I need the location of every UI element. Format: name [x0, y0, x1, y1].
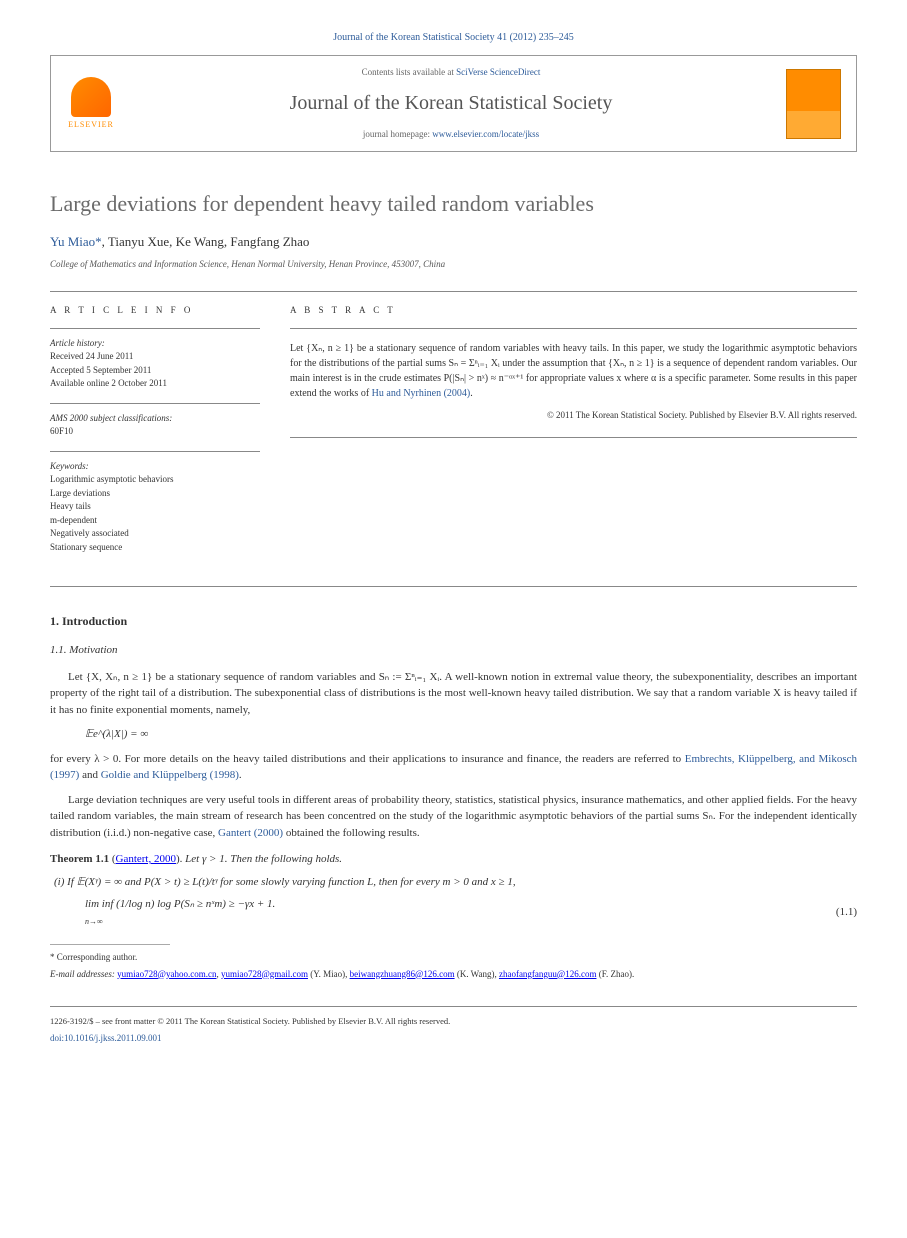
theorem-paren-close: ). [176, 853, 185, 865]
corresponding-text: Corresponding author. [57, 952, 138, 962]
para-2-end: . [239, 769, 242, 781]
ams-block: AMS 2000 subject classifications: 60F10 [50, 403, 260, 439]
abstract-period: . [470, 388, 473, 399]
elsevier-logo[interactable]: ELSEVIER [66, 74, 116, 134]
info-abstract-row: A R T I C L E I N F O Article history: R… [50, 304, 857, 566]
doi-label: doi: [50, 1033, 64, 1043]
abstract-label: A B S T R A C T [290, 304, 857, 318]
keyword-1: Logarithmic asymptotic behaviors [50, 473, 260, 487]
email-1[interactable]: yumiao728@yahoo.com.cn [117, 969, 216, 979]
homepage-link[interactable]: www.elsevier.com/locate/jkss [432, 129, 539, 139]
name-3: (F. Zhao). [596, 969, 634, 979]
online: Available online 2 October 2011 [50, 377, 260, 391]
citation-header: Journal of the Korean Statistical Societ… [50, 30, 857, 45]
section-intro: 1. Introduction [50, 612, 857, 630]
equation-1-1: lim inf (1/log n) log P(Sₙ ≥ nˣm) ≥ −γx … [85, 896, 857, 929]
elsevier-label: ELSEVIER [68, 119, 114, 131]
theorem-cite-link[interactable]: Gantert, 2000 [116, 853, 176, 865]
keyword-4: m-dependent [50, 514, 260, 528]
ref-goldie[interactable]: Goldie and Klüppelberg (1998) [101, 769, 239, 781]
email-4[interactable]: zhaofangfanguu@126.com [499, 969, 597, 979]
abstract-divider-bottom [290, 437, 857, 438]
homepage-line: journal homepage: www.elsevier.com/locat… [131, 128, 771, 142]
elsevier-tree-icon [71, 77, 111, 117]
authors-rest: , Tianyu Xue, Ke Wang, Fangfang Zhao [102, 234, 310, 249]
ams-label: AMS 2000 subject classifications: [50, 412, 260, 426]
journal-cover-thumb[interactable] [786, 69, 841, 139]
history-block: Article history: Received 24 June 2011 A… [50, 328, 260, 391]
keywords-label: Keywords: [50, 460, 260, 474]
email-2[interactable]: yumiao728@gmail.com [221, 969, 308, 979]
contents-prefix: Contents lists available at [362, 67, 456, 77]
received: Received 24 June 2011 [50, 350, 260, 364]
abstract-copyright: © 2011 The Korean Statistical Society. P… [290, 409, 857, 423]
ref-gantert[interactable]: Gantert (2000) [218, 827, 283, 839]
para-3: Large deviation techniques are very usef… [50, 792, 857, 842]
name-1: (Y. Miao), [308, 969, 350, 979]
keywords-block: Keywords: Logarithmic asymptotic behavio… [50, 451, 260, 555]
theorem-label: Theorem 1.1 [50, 853, 109, 865]
footer: 1226-3192/$ – see front matter © 2011 Th… [50, 1006, 857, 1045]
abstract-col: A B S T R A C T Let {Xₙ, n ≥ 1} be a sta… [290, 304, 857, 566]
eq-liminf: lim inf (1/log n) log P(Sₙ ≥ nˣm) ≥ −γx … [85, 898, 275, 910]
theorem-statement: Let γ > 1. Then the following holds. [185, 853, 342, 865]
ams-code: 60F10 [50, 425, 260, 439]
email-3[interactable]: beiwangzhuang86@126.com [350, 969, 455, 979]
paper-title: Large deviations for dependent heavy tai… [50, 187, 857, 220]
header-box: ELSEVIER Contents lists available at Sci… [50, 55, 857, 152]
theorem-head: Theorem 1.1 (Gantert, 2000). Let γ > 1. … [50, 851, 857, 868]
equation-1-1-content: lim inf (1/log n) log P(Sₙ ≥ nˣm) ≥ −γx … [85, 896, 836, 929]
email-label: E-mail addresses: [50, 969, 117, 979]
divider-top [50, 291, 857, 292]
journal-name: Journal of the Korean Statistical Societ… [131, 88, 771, 118]
asterisk-icon: * [50, 952, 57, 962]
equation-exp: 𝔼e^(λ|X|) = ∞ [85, 726, 857, 743]
contents-line: Contents lists available at SciVerse Sci… [131, 66, 771, 80]
para-3-end: obtained the following results. [283, 827, 420, 839]
article-info-label: A R T I C L E I N F O [50, 304, 260, 318]
eq-sub: n→∞ [85, 917, 103, 926]
authors: Yu Miao*, Tianyu Xue, Ke Wang, Fangfang … [50, 232, 857, 252]
header-center: Contents lists available at SciVerse Sci… [131, 66, 771, 141]
para-2: for every λ > 0. For more details on the… [50, 751, 857, 784]
name-2: (K. Wang), [455, 969, 499, 979]
keyword-2: Large deviations [50, 487, 260, 501]
homepage-prefix: journal homepage: [363, 129, 432, 139]
subsection-motivation: 1.1. Motivation [50, 642, 857, 659]
para-3-a: Large deviation techniques are very usef… [50, 794, 857, 839]
author-corresponding[interactable]: Yu Miao [50, 234, 95, 249]
doi-line: doi:10.1016/j.jkss.2011.09.001 [50, 1032, 857, 1046]
keyword-3: Heavy tails [50, 500, 260, 514]
sciencedirect-link[interactable]: SciVerse ScienceDirect [456, 67, 540, 77]
issn-line: 1226-3192/$ – see front matter © 2011 Th… [50, 1015, 857, 1028]
abstract-citation-link[interactable]: Hu and Nyrhinen (2004) [372, 388, 471, 399]
theorem-item-i: (i) If 𝔼(Xᵞ) = ∞ and P(X > t) ≥ L(t)/tᵞ … [54, 874, 857, 891]
keyword-5: Negatively associated [50, 527, 260, 541]
para-1: Let {X, Xₙ, n ≥ 1} be a stationary seque… [50, 669, 857, 719]
abstract-text: Let {Xₙ, n ≥ 1} be a stationary sequence… [290, 341, 857, 401]
affiliation: College of Mathematics and Information S… [50, 258, 857, 272]
footnote-rule [50, 944, 170, 945]
para-2-a: for every λ > 0. For more details on the… [50, 753, 685, 765]
doi-link[interactable]: 10.1016/j.jkss.2011.09.001 [64, 1033, 161, 1043]
article-info-col: A R T I C L E I N F O Article history: R… [50, 304, 260, 566]
history-label: Article history: [50, 337, 260, 351]
email-line: E-mail addresses: yumiao728@yahoo.com.cn… [50, 968, 857, 982]
para-2-mid: and [79, 769, 100, 781]
abstract-divider [290, 328, 857, 329]
accepted: Accepted 5 September 2011 [50, 364, 260, 378]
equation-1-1-num: (1.1) [836, 904, 857, 921]
corresponding-note: * Corresponding author. [50, 951, 857, 965]
keyword-6: Stationary sequence [50, 541, 260, 555]
divider-mid [50, 586, 857, 587]
